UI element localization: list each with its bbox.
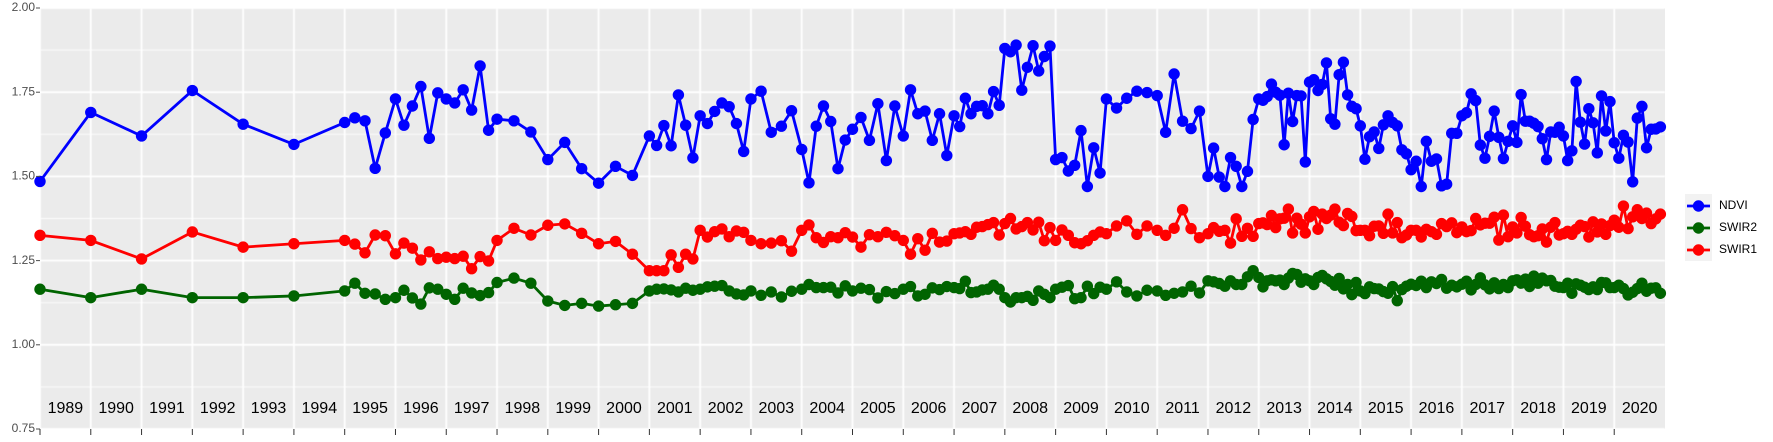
svg-text:1.50: 1.50 xyxy=(12,169,36,183)
svg-text:2015: 2015 xyxy=(1368,400,1404,417)
svg-text:2011: 2011 xyxy=(1165,400,1200,417)
svg-text:SWIR1: SWIR1 xyxy=(1719,242,1757,256)
svg-text:NDVI: NDVI xyxy=(1719,198,1748,212)
svg-text:2019: 2019 xyxy=(1571,400,1607,417)
svg-text:2017: 2017 xyxy=(1469,400,1505,417)
svg-text:1994: 1994 xyxy=(302,400,338,417)
svg-text:2013: 2013 xyxy=(1266,400,1302,417)
svg-text:2012: 2012 xyxy=(1216,400,1252,417)
svg-text:2009: 2009 xyxy=(1063,400,1099,417)
svg-text:2010: 2010 xyxy=(1114,400,1150,417)
svg-text:2005: 2005 xyxy=(860,400,896,417)
svg-text:1995: 1995 xyxy=(352,400,388,417)
svg-text:2014: 2014 xyxy=(1317,400,1353,417)
svg-text:SWIR2: SWIR2 xyxy=(1719,220,1757,234)
svg-text:2020: 2020 xyxy=(1622,400,1658,417)
svg-text:1993: 1993 xyxy=(251,400,287,417)
svg-text:2016: 2016 xyxy=(1419,400,1455,417)
svg-text:1998: 1998 xyxy=(505,400,541,417)
svg-text:2007: 2007 xyxy=(962,400,998,417)
svg-text:1996: 1996 xyxy=(403,400,439,417)
svg-text:2008: 2008 xyxy=(1012,400,1048,417)
svg-text:2000: 2000 xyxy=(606,400,642,417)
svg-text:2018: 2018 xyxy=(1520,400,1556,417)
svg-text:2.00: 2.00 xyxy=(12,0,36,14)
svg-text:1992: 1992 xyxy=(200,400,236,417)
svg-text:2004: 2004 xyxy=(809,400,845,417)
svg-text:1.75: 1.75 xyxy=(12,84,36,98)
svg-text:2006: 2006 xyxy=(911,400,947,417)
svg-text:1991: 1991 xyxy=(149,400,185,417)
svg-text:0.75: 0.75 xyxy=(12,421,36,435)
svg-text:1.25: 1.25 xyxy=(12,253,36,267)
svg-text:2001: 2001 xyxy=(657,400,693,417)
svg-text:1.00: 1.00 xyxy=(12,337,36,351)
svg-text:1989: 1989 xyxy=(48,400,84,417)
svg-text:2003: 2003 xyxy=(759,400,795,417)
svg-text:1999: 1999 xyxy=(555,400,591,417)
svg-text:1990: 1990 xyxy=(98,400,134,417)
svg-text:1997: 1997 xyxy=(454,400,490,417)
svg-text:2002: 2002 xyxy=(708,400,744,417)
